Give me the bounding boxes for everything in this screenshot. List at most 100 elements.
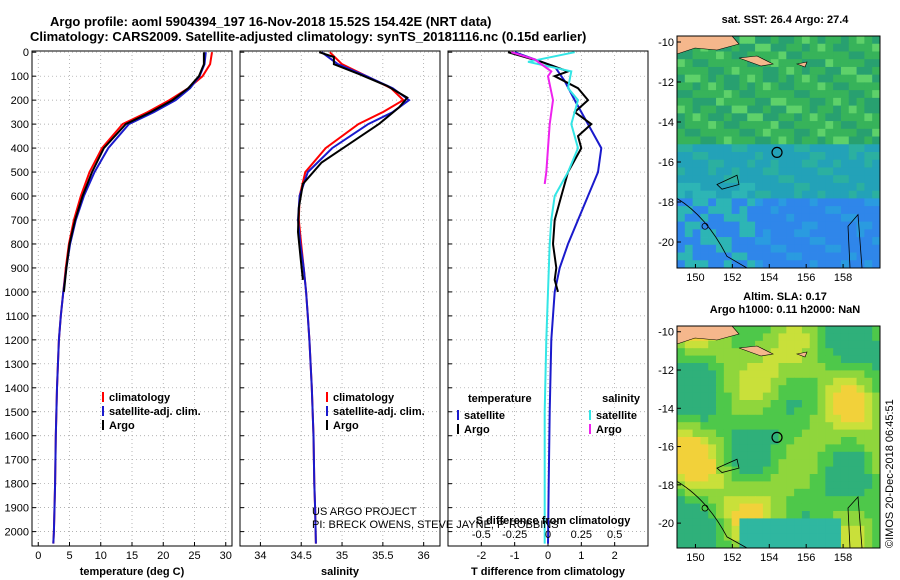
sla-cell [747, 385, 756, 393]
sla-cell [739, 540, 748, 549]
sla-cell [731, 385, 740, 393]
sla-cell [677, 355, 686, 364]
sst-cell [872, 36, 881, 45]
sst-cell [786, 82, 795, 91]
sst-cell [739, 128, 748, 137]
sla-cell [817, 385, 826, 393]
sla-cell [817, 444, 826, 453]
sla-cell [684, 496, 694, 504]
sla-cell [778, 437, 787, 445]
sst-cell [700, 167, 709, 176]
sst-cell [708, 190, 717, 199]
sla-cell [755, 422, 764, 430]
sla-cell [825, 385, 834, 393]
sla-cell [716, 503, 725, 512]
sst-cell [677, 167, 686, 176]
sst-cell [778, 167, 787, 176]
sla-cell [848, 451, 857, 460]
sst-cell [692, 260, 701, 269]
sla-cell [809, 377, 818, 386]
sla-cell [684, 422, 694, 430]
sla-cell [755, 533, 764, 541]
sla-cell [739, 385, 748, 393]
sla-cell [864, 459, 873, 467]
sla-cell [762, 385, 772, 393]
sst-cell [786, 159, 795, 168]
sla-cell [723, 348, 733, 356]
sst-cell [770, 59, 779, 68]
sla-cell [723, 444, 733, 453]
sla-cell [778, 429, 787, 438]
sst-map [677, 36, 881, 269]
sst-cell [708, 244, 717, 253]
sla-cell [856, 355, 865, 364]
sst-cell [794, 152, 803, 161]
sla-contour [847, 495, 863, 549]
depth-tick-label: 1700 [5, 455, 29, 467]
sst-lon-label: 154 [760, 272, 778, 284]
sst-cell [700, 105, 709, 114]
sst-cell [684, 66, 694, 76]
sla-cell [833, 326, 842, 334]
sst-cell [856, 36, 865, 45]
sst-cell [747, 213, 756, 222]
sst-cell [755, 51, 764, 60]
sst-cell [747, 105, 756, 114]
sla-cell [739, 533, 748, 541]
sal-xtick-label: 36 [418, 550, 430, 562]
diff-legend-label: Argo [464, 424, 490, 436]
sst-cell [809, 221, 818, 230]
sla-cell [677, 422, 686, 430]
sla-cell [848, 326, 857, 334]
sst-cell [801, 190, 811, 199]
sst-cell [723, 43, 733, 52]
sst-cell [794, 90, 803, 99]
sla-cell [677, 444, 686, 453]
sst-land [795, 61, 808, 68]
sst-cell [856, 121, 865, 130]
sla-cell [872, 400, 881, 408]
sla-cell [755, 474, 764, 482]
sst-contour [676, 198, 748, 269]
sla-cell [872, 377, 881, 386]
sst-cell [739, 229, 748, 238]
sla-cell [747, 540, 756, 549]
sla-cell [762, 414, 772, 423]
sst-cell [840, 213, 850, 222]
sla-cell [716, 511, 725, 519]
sst-cell [684, 244, 694, 253]
sst-cell [856, 128, 865, 137]
sst-cell [848, 244, 857, 253]
sla-cell [794, 370, 803, 379]
sla-cell [809, 348, 818, 356]
sst-lon-label: 150 [686, 272, 704, 284]
sst-cell [848, 128, 857, 137]
depth-tick-label: 700 [11, 215, 29, 227]
sla-cell [817, 496, 826, 504]
sst-cell [856, 59, 865, 68]
sla-cell [848, 496, 857, 504]
sla-cell [692, 518, 701, 527]
sst-cell [716, 237, 725, 246]
sst-cell [856, 82, 865, 91]
sla-cell [794, 488, 803, 497]
sst-cell [755, 198, 764, 207]
sst-cell [731, 175, 740, 184]
sla-cell [716, 340, 725, 349]
sst-cell [825, 59, 834, 68]
sla-cell [856, 363, 865, 371]
sla-cell [848, 385, 857, 393]
sst-cell [848, 198, 857, 207]
sst-cell [864, 167, 873, 176]
sst-cell [700, 175, 709, 184]
sst-cell [762, 66, 772, 76]
sla-cell [801, 370, 811, 379]
sst-cell [801, 167, 811, 176]
sla-cell [762, 511, 772, 519]
sla-cell [848, 370, 857, 379]
sla-cell [684, 348, 694, 356]
sst-cell [747, 90, 756, 99]
sst-cell [778, 159, 787, 168]
sla-cell [677, 392, 686, 401]
sla-cell [770, 525, 779, 534]
